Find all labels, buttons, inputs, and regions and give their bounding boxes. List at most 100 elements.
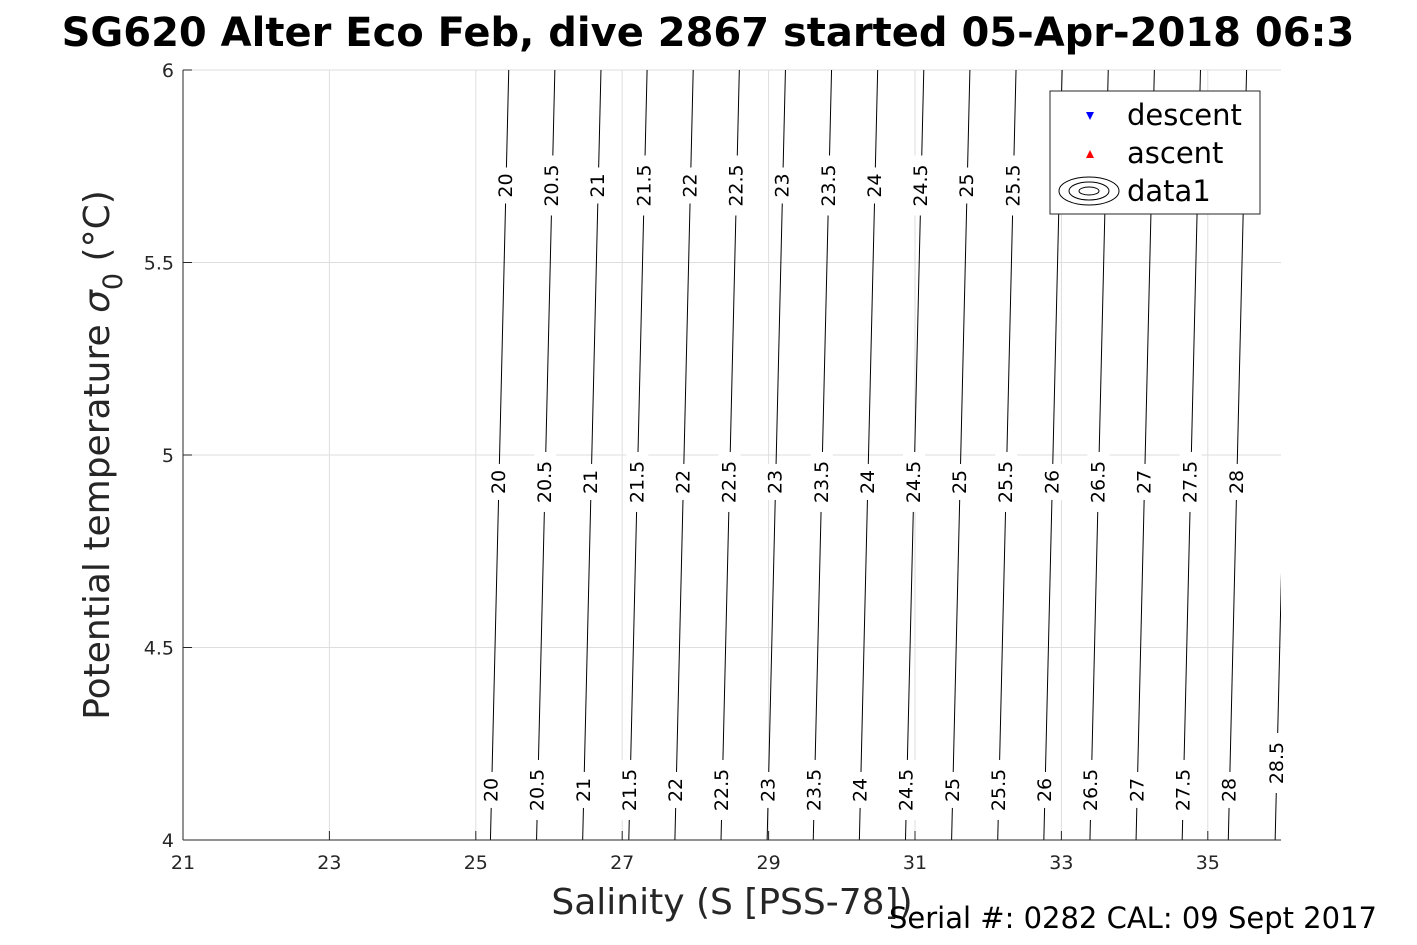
contour-label: 21 — [587, 173, 609, 197]
contour-label: 25 — [956, 173, 978, 197]
contour-label-background — [771, 167, 794, 204]
contour-label: 23.5 — [811, 461, 833, 503]
contour-label: 24 — [850, 778, 872, 802]
contour-label-background — [1225, 463, 1248, 500]
contour-label-background — [618, 759, 641, 820]
contour-label-background — [480, 771, 503, 808]
contour-label-background — [672, 463, 695, 500]
contour-label: 25.5 — [988, 769, 1010, 811]
contour-label-background — [725, 155, 748, 216]
contour-label-background — [1087, 451, 1110, 512]
contour-label: 25.5 — [995, 461, 1017, 503]
x-tick-labels: 21 23 25 27 29 31 33 35 — [171, 852, 1220, 874]
contour-label: 26.5 — [1087, 461, 1109, 503]
contour-label-background — [995, 451, 1018, 512]
chart-title: SG620 Alter Eco Feb, dive 2867 started 0… — [62, 10, 1355, 56]
contour-label: 27 — [1134, 470, 1156, 494]
contour-label-background — [718, 451, 741, 512]
contour-label-background — [679, 167, 702, 204]
contour-label-background — [541, 155, 564, 216]
contour-labels: 20 20.5 21 21.5 22 22.5 23 23.5 24 24.5 25 25.5 20 20… — [480, 155, 1288, 820]
contour-label: 20 — [488, 470, 510, 494]
density-contour-line — [1274, 572, 1281, 840]
contour-label: 23 — [765, 470, 787, 494]
contour-label-background — [587, 167, 610, 204]
contour-label: 22 — [672, 470, 694, 494]
x-tick-label: 35 — [1196, 852, 1220, 874]
contour-label-background — [626, 451, 649, 512]
contour-label: 27 — [1126, 778, 1148, 802]
contour-label: 24 — [857, 470, 879, 494]
contour-label: 20 — [481, 778, 503, 802]
legend: descent ascent data1 — [1049, 90, 1261, 215]
contour-label-background — [633, 155, 656, 216]
contour-label: 20.5 — [541, 164, 563, 206]
legend-box — [1049, 90, 1261, 215]
contour-label-background — [764, 463, 787, 500]
contour-label: 23 — [757, 778, 779, 802]
contour-label-background — [526, 759, 549, 820]
contour-label-background — [1218, 771, 1241, 808]
contour-label: 24 — [864, 173, 886, 197]
contour-label: 22.5 — [719, 461, 741, 503]
contour-label: 21.5 — [626, 461, 648, 503]
contour-label-background — [902, 451, 925, 512]
contour-label-background — [1041, 463, 1064, 500]
y-axis-label-main: Potential temperature — [77, 313, 118, 720]
contour-label: 24.5 — [903, 461, 925, 503]
contour-label-background — [1265, 733, 1288, 793]
x-tick-label: 31 — [903, 852, 927, 874]
contour-label: 24.5 — [896, 769, 918, 811]
contour-label: 26 — [1034, 778, 1056, 802]
contour-label-background — [487, 463, 510, 500]
serial-cal-footer: Serial #: 0282 CAL: 09 Sept 2017 — [889, 901, 1377, 935]
contour-label: 25 — [949, 470, 971, 494]
x-tick-label: 23 — [317, 852, 341, 874]
y-axis-label: Potential temperature σ0 (°C) — [77, 190, 129, 720]
axes — [182, 69, 1281, 841]
legend-label-descent: descent — [1127, 98, 1242, 132]
x-tick-label: 27 — [610, 852, 634, 874]
contour-label: 21 — [580, 470, 602, 494]
y-tick-labels: 4 4.5 5 5.5 6 — [144, 60, 174, 852]
contour-label: 22 — [679, 173, 701, 197]
contour-label: 28 — [1226, 470, 1248, 494]
legend-label-data1: data1 — [1127, 174, 1211, 208]
contour-label: 25.5 — [1002, 164, 1024, 206]
contour-label-background — [1002, 155, 1025, 216]
contour-label-background — [572, 771, 595, 808]
contour-label-background — [956, 167, 979, 204]
contour-label-background — [910, 155, 933, 216]
contour-label-background — [1126, 771, 1149, 808]
x-tick-label: 29 — [757, 852, 781, 874]
contour-label: 25 — [942, 778, 964, 802]
contour-label-background — [757, 771, 780, 808]
y-axis-label-sigma: σ — [77, 289, 118, 313]
x-tick-label: 25 — [464, 852, 488, 874]
contour-label: 22.5 — [711, 769, 733, 811]
ascent-marker-icon — [1086, 150, 1094, 158]
contour-label-background — [941, 771, 964, 808]
contour-label: 27.5 — [1172, 769, 1194, 811]
contour-label: 23.5 — [803, 769, 825, 811]
contour-label-background — [803, 759, 826, 820]
contour-label-background — [665, 771, 688, 808]
contour-label-background — [949, 463, 972, 500]
contour-label-background — [1133, 463, 1156, 500]
x-axis-label: Salinity (S [PSS-78]) — [551, 882, 912, 923]
descent-marker-icon — [1086, 112, 1094, 120]
contour-label: 21.5 — [619, 769, 641, 811]
contour-label-background — [1179, 451, 1202, 512]
y-tick-label: 4 — [162, 830, 174, 852]
contour-label: 28 — [1218, 778, 1240, 802]
contour-label-background — [895, 759, 918, 820]
contour-label-background — [1172, 759, 1195, 820]
y-axis-label-subscript: 0 — [98, 273, 129, 290]
contour-label: 23.5 — [818, 164, 840, 206]
y-tick-label: 5.5 — [144, 253, 174, 275]
contour-label: 21.5 — [633, 164, 655, 206]
contour-label-background — [810, 451, 833, 512]
contour-label: 22.5 — [726, 164, 748, 206]
contour-label-background — [711, 759, 734, 820]
